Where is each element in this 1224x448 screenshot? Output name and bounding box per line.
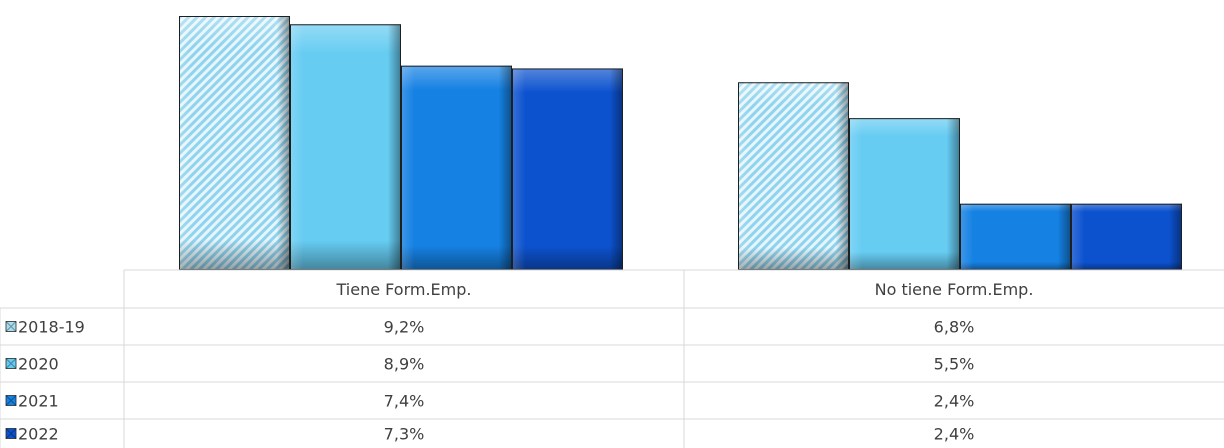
data-label: 5,5% (934, 355, 975, 374)
data-label: 9,2% (384, 318, 425, 337)
bar-2020-no-tiene (849, 118, 960, 270)
legend-key-2021 (6, 396, 16, 406)
category-label: Tiene Form.Emp. (336, 280, 472, 299)
data-label: 6,8% (934, 318, 975, 337)
legend-key-2022 (6, 429, 16, 439)
legend-key-2020 (6, 359, 16, 369)
bar-2018-19-no-tiene (738, 82, 849, 270)
legend-label: 2020 (18, 355, 59, 374)
legend-label: 2018-19 (18, 318, 85, 337)
legend-label: 2021 (18, 392, 59, 411)
data-label: 2,4% (934, 392, 975, 411)
bar-2021-tiene (401, 66, 512, 270)
data-label: 7,3% (384, 425, 425, 444)
legend-key-2018-19 (6, 322, 16, 332)
category-label: No tiene Form.Emp. (875, 280, 1034, 299)
bar-2018-19-tiene (179, 16, 290, 270)
bar-2021-no-tiene (960, 204, 1071, 270)
bar-2022-no-tiene (1071, 204, 1182, 270)
data-label: 8,9% (384, 355, 425, 374)
data-label: 7,4% (384, 392, 425, 411)
data-label: 2,4% (934, 425, 975, 444)
bar-2020-tiene (290, 24, 401, 270)
bar-2022-tiene (512, 68, 623, 270)
legend-label: 2022 (18, 425, 59, 444)
